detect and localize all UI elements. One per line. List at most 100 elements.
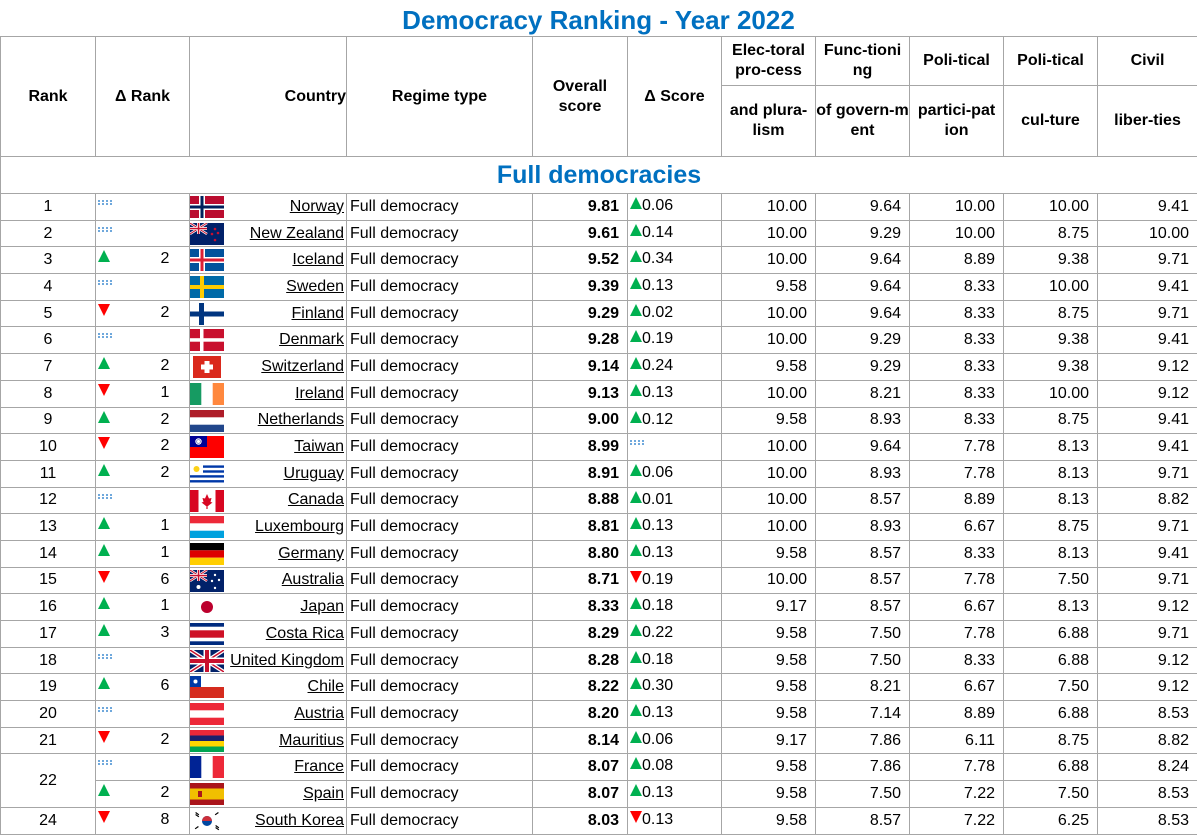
rank-cell: 1 [0,193,96,221]
delta-score-cell: 0.22 [627,620,722,648]
flag-sweden-icon [190,276,224,299]
table-row: 16 1 Japan Full democracy 8.33 0.18 9.17 8.57 6.… [0,593,1197,621]
country-link[interactable]: Chile [307,678,344,696]
country-link[interactable]: New Zealand [249,224,344,242]
trend-up-icon [98,624,110,636]
country-link[interactable]: Switzerland [261,357,344,375]
overall-score-cell: 8.03 [532,806,628,835]
table-row: 1 Norway Full democracy 9.81 0.06 10.00 9.64 10… [0,193,1197,221]
header-country: Country [189,36,347,157]
regime-type-cell: Full democracy [346,433,533,461]
delta-score-cell: 0.06 [627,459,722,488]
trend-flat-icon [98,493,112,499]
country-link[interactable]: Finland [291,304,344,322]
culture-cell: 9.38 [1003,326,1098,355]
country-link[interactable]: Spain [303,784,344,802]
overall-score-cell: 8.71 [532,566,628,595]
functioning-cell: 7.50 [815,620,910,648]
regime-type-cell: Full democracy [346,780,533,808]
functioning-cell: 9.64 [815,193,910,221]
country-link[interactable]: Taiwan [294,438,344,456]
country-link[interactable]: Japan [300,598,344,616]
delta-score-value: 0.13 [642,704,674,722]
table-row: 14 1 Germany Full democracy 8.80 0.13 9.58 8.57… [0,539,1197,568]
country-link[interactable]: Ireland [295,384,344,402]
culture-cell: 9.38 [1003,246,1098,275]
country-link[interactable]: Norway [289,197,344,215]
functioning-cell: 8.93 [815,513,910,541]
participation-cell: 8.89 [909,246,1004,275]
table-row: 10 2 Taiwan Full democracy 8.99 10.00 9.64 7.78… [0,433,1197,461]
trend-down-icon [98,810,110,823]
country-link[interactable]: Sweden [286,277,344,295]
delta-score-value: 0.01 [642,490,674,508]
overall-score-cell: 8.14 [532,726,628,755]
participation-cell: 6.67 [909,513,1004,541]
culture-cell: 6.88 [1003,646,1098,675]
header-participation-bottom: partici-pat ion [909,85,1004,157]
electoral-cell: 10.00 [721,299,816,328]
delta-score-value: 0.13 [642,784,674,802]
functioning-cell: 7.50 [815,780,910,808]
rank-cell: 17 [0,620,96,648]
delta-score-cell: 0.13 [627,379,722,408]
country-link[interactable]: Uruguay [283,464,344,482]
trend-up-icon [630,357,642,370]
delta-score-cell: 0.06 [627,193,722,221]
country-link[interactable]: Canada [287,491,344,509]
delta-rank-value: 6 [160,677,170,695]
country-link[interactable]: Mauritius [279,731,344,749]
civil-cell: 8.82 [1097,486,1197,515]
overall-score-cell: 9.28 [532,326,628,355]
country-link[interactable]: Iceland [292,251,344,269]
delta-rank-cell: 2 [95,459,190,488]
regime-type-cell: Full democracy [346,593,533,621]
delta-score-value: 0.30 [642,677,674,695]
rank-cell: 24 [0,806,96,835]
civil-cell: 9.71 [1097,299,1197,328]
participation-cell: 7.78 [909,753,1004,782]
country-cell: Mauritius [189,726,347,755]
country-link[interactable]: Germany [278,544,344,562]
electoral-cell: 10.00 [721,246,816,275]
electoral-cell: 9.58 [721,646,816,675]
country-link[interactable]: South Korea [255,811,344,829]
country-cell: Luxembourg [189,513,347,541]
table-row: 22 France Full democracy 8.07 0.08 9.58 7.86 7.… [0,753,1197,808]
trend-down-icon [98,303,110,316]
civil-cell: 8.24 [1097,753,1197,782]
trend-up-icon [630,410,642,423]
electoral-cell: 10.00 [721,193,816,221]
delta-score-cell: 0.13 [627,273,722,301]
trend-down-icon [630,570,642,583]
overall-score-cell: 8.81 [532,513,628,541]
delta-rank-value: 2 [160,463,170,481]
flag-germany-icon [190,542,224,565]
participation-cell: 8.33 [909,353,1004,381]
functioning-cell: 9.64 [815,273,910,301]
country-link[interactable]: Australia [281,571,344,589]
civil-cell: 8.53 [1097,806,1197,835]
country-link[interactable]: Denmark [279,331,344,349]
culture-cell: 10.00 [1003,379,1098,408]
flag-new-zealand-icon [190,222,224,245]
country-link[interactable]: United Kingdom [230,651,344,669]
country-link[interactable]: France [294,758,344,776]
trend-up-icon [630,490,642,503]
table-row: 17 3 Costa Rica Full democracy 8.29 0.22 9.58 7… [0,620,1197,648]
country-cell: Norway [189,193,347,221]
country-link[interactable]: Luxembourg [255,518,344,536]
trend-up-icon [630,330,642,343]
trend-flat-icon [98,760,112,766]
regime-type-cell: Full democracy [346,486,533,515]
country-link[interactable]: Netherlands [257,411,344,429]
regime-type-cell: Full democracy [346,620,533,648]
civil-cell: 9.12 [1097,673,1197,702]
country-link[interactable]: Costa Rica [265,624,344,642]
delta-rank-cell [95,273,190,301]
country-link[interactable]: Austria [294,704,344,722]
electoral-cell: 10.00 [721,326,816,355]
table-row: 3 2 Iceland Full democracy 9.52 0.34 10.00 9.64… [0,246,1197,275]
electoral-cell: 10.00 [721,219,816,248]
overall-score-cell: 9.81 [532,193,628,221]
